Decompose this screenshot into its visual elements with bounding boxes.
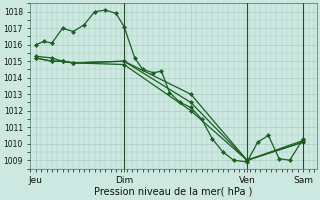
X-axis label: Pression niveau de la mer( hPa ): Pression niveau de la mer( hPa ) <box>94 187 253 197</box>
